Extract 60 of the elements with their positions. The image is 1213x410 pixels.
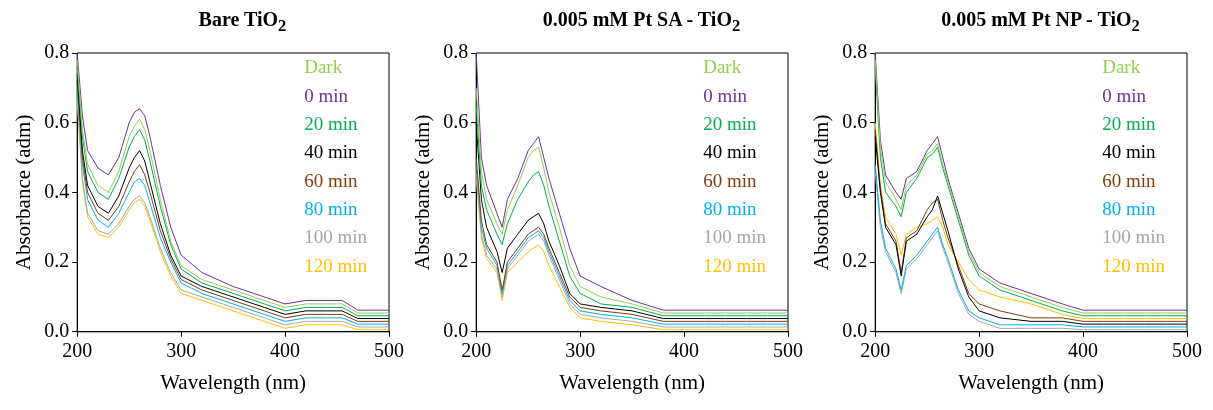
y-axis-title: Absorbance (adm) [410, 114, 435, 271]
y-tick-label: 0.0 [44, 319, 70, 342]
text: 60 min [703, 169, 757, 191]
text: 0 min [304, 84, 349, 106]
y-tick-label: 0.6 [443, 109, 469, 132]
chart-title: Bare TiO$_{2}$ [197, 8, 288, 37]
x-tick-label: 400 [270, 339, 301, 362]
text: Dark [304, 56, 343, 78]
text: 60 min [304, 169, 358, 191]
x-tick-label: 400 [669, 339, 700, 362]
text: 120 min [703, 254, 767, 276]
y-tick-label: 0.4 [842, 179, 868, 202]
x-tick-label: 200 [62, 339, 93, 362]
text: 120 min [1102, 254, 1166, 276]
y-tick-label: 0.8 [842, 40, 868, 63]
y-tick-label: 0.0 [842, 319, 868, 342]
text: 100 min [703, 226, 767, 248]
text: 20 min [703, 113, 757, 135]
text: 100 min [1102, 226, 1166, 248]
text: 20 min [1102, 113, 1156, 135]
text: Dark [703, 56, 742, 78]
x-tick-label: 500 [374, 339, 404, 362]
text: 0 min [1102, 84, 1147, 106]
y-tick-label: 0.4 [44, 179, 70, 202]
y-tick-label: 0.2 [443, 249, 469, 272]
text: 40 min [703, 141, 757, 163]
y-axis-title: Absorbance (adm) [809, 114, 834, 271]
x-tick-label: 500 [773, 339, 803, 362]
y-tick-label: 0.0 [443, 319, 469, 342]
text: 80 min [1102, 197, 1156, 219]
x-tick-label: 200 [860, 339, 891, 362]
x-axis-title: Wavelength (nm) [160, 369, 307, 394]
y-tick-label: 0.8 [44, 40, 70, 63]
y-tick-label: 0.8 [443, 40, 469, 63]
text: 40 min [1102, 141, 1156, 163]
text: 100 min [304, 226, 368, 248]
text: 120 min [304, 254, 368, 276]
y-tick-label: 0.6 [44, 109, 70, 132]
text: 60 min [1102, 169, 1156, 191]
y-tick-label: 0.4 [443, 179, 469, 202]
x-axis-title: Wavelength (nm) [559, 369, 706, 394]
chart-title: 0.005 mM Pt SA - TiO$_{2}$ [541, 8, 742, 37]
y-tick-label: 0.2 [842, 249, 868, 272]
y-tick-label: 0.2 [44, 249, 70, 272]
chart-title: 0.005 mM Pt NP - TiO$_{2}$ [940, 8, 1141, 37]
text: 20 min [304, 113, 358, 135]
text: Dark [1102, 56, 1141, 78]
x-tick-label: 200 [461, 339, 492, 362]
text: 80 min [304, 197, 358, 219]
x-axis-title: Wavelength (nm) [958, 369, 1105, 394]
x-tick-label: 300 [166, 339, 197, 362]
x-tick-label: 400 [1068, 339, 1099, 362]
y-tick-label: 0.6 [842, 109, 868, 132]
x-tick-label: 500 [1172, 339, 1202, 362]
x-tick-label: 300 [964, 339, 995, 362]
y-axis-title: Absorbance (adm) [11, 114, 36, 271]
x-tick-label: 300 [565, 339, 596, 362]
text: 40 min [304, 141, 358, 163]
text: 80 min [703, 197, 757, 219]
text: 0 min [703, 84, 748, 106]
